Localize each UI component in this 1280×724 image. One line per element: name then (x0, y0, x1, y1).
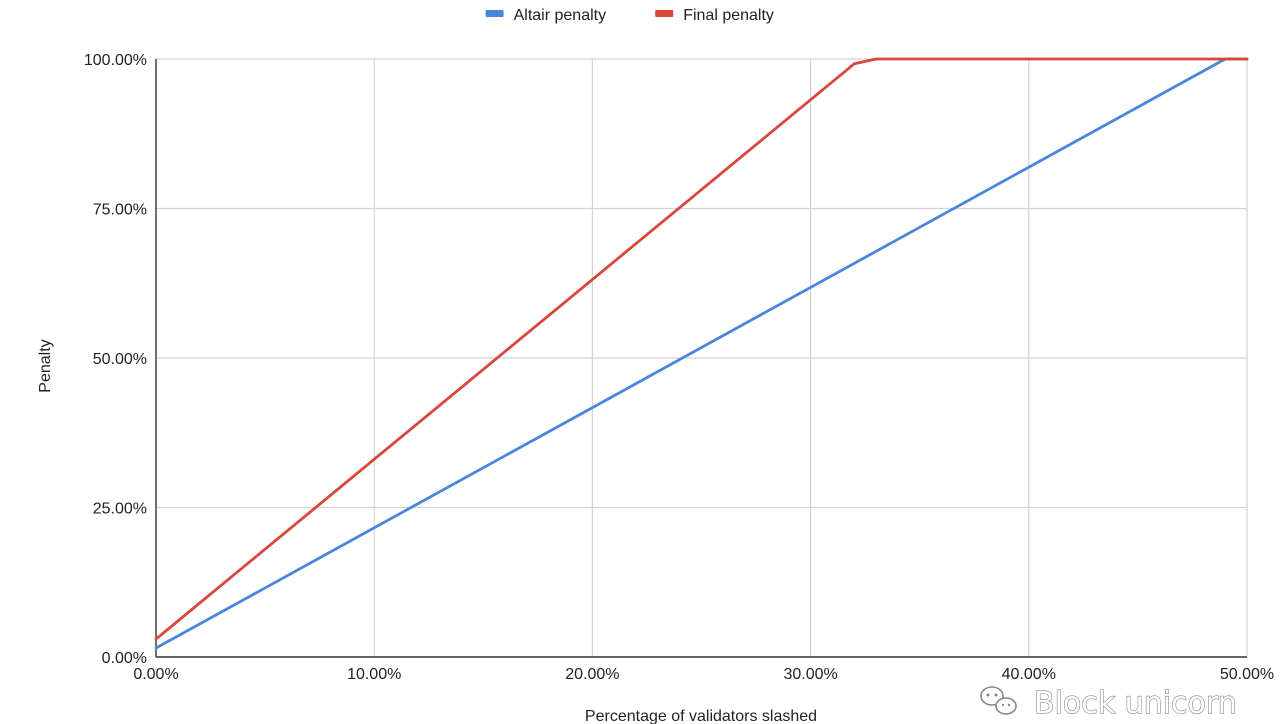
legend-item: Final penalty (655, 7, 774, 24)
x-tick-label: 50.00% (1220, 666, 1274, 683)
wechat-icon (980, 686, 1017, 715)
x-tick-label: 10.00% (347, 666, 401, 683)
x-axis-title: Percentage of validators slashed (585, 708, 817, 724)
x-tick-label: 0.00% (133, 666, 178, 683)
x-tick-label: 40.00% (1002, 666, 1056, 683)
y-tick-label: 25.00% (93, 501, 147, 518)
watermark-text: Block unicorn (1034, 686, 1237, 721)
x-tick-label: 30.00% (783, 666, 837, 683)
y-tick-label: 0.00% (102, 650, 147, 667)
tick-labels: 0.00% 10.00% 20.00% 30.00% 40.00% 50.00% 0.00%… (84, 52, 1274, 683)
legend-swatch (655, 10, 674, 17)
x-tick-label: 20.00% (565, 666, 619, 683)
legend-label: Altair penalty (514, 7, 607, 24)
watermark: Block unicorn (980, 685, 1237, 722)
series-lines (154, 57, 1249, 650)
legend-label: Final penalty (683, 7, 774, 24)
legend-item: Altair penalty (485, 7, 607, 24)
legend: Altair penalty Final penalty (485, 7, 774, 24)
axes (155, 59, 1247, 658)
y-axis-title: Penalty (37, 339, 54, 392)
y-tick-label: 50.00% (93, 351, 147, 368)
grid-lines (156, 58, 1248, 657)
series-line-0 (154, 57, 1249, 650)
y-tick-label: 75.00% (93, 202, 147, 219)
y-tick-label: 100.00% (84, 52, 147, 69)
series-line-1 (154, 57, 1249, 641)
legend-swatch (485, 10, 504, 17)
